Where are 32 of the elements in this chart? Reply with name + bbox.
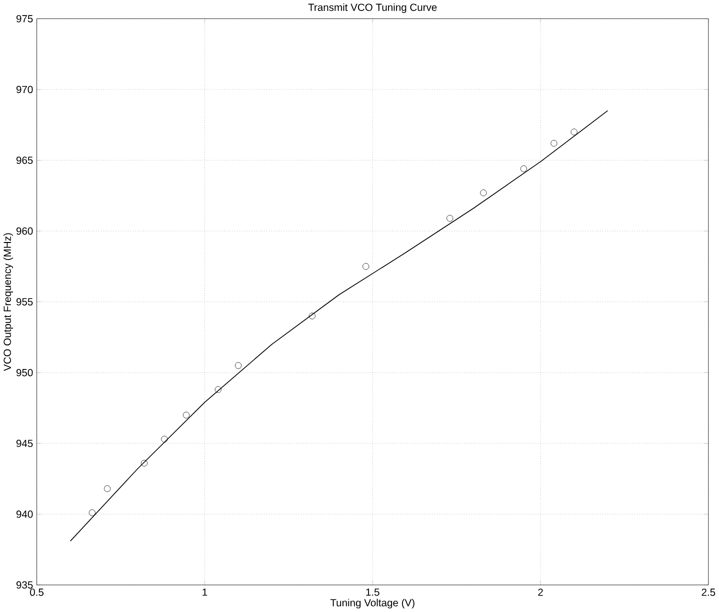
line-series bbox=[70, 110, 608, 542]
point bbox=[140, 460, 148, 467]
point bbox=[480, 190, 487, 196]
y-tick-label: 965 bbox=[16, 156, 33, 164]
point bbox=[520, 166, 528, 172]
y-tick-label: 960 bbox=[16, 227, 33, 235]
x-axis-title: Tuning Voltage (V) bbox=[330, 598, 414, 608]
point bbox=[234, 362, 242, 369]
y-axis-title: VCO Output Frequency (MHz) bbox=[3, 233, 14, 372]
y-tick-label: 950 bbox=[16, 369, 33, 376]
x-tick-label: 1.5 bbox=[366, 588, 380, 596]
point bbox=[214, 386, 222, 393]
y-tick-label: 935 bbox=[16, 581, 33, 589]
point bbox=[104, 485, 111, 492]
x-tick-label: 1 bbox=[202, 588, 208, 596]
point bbox=[570, 128, 578, 136]
point bbox=[88, 510, 96, 516]
y-tick-label: 975 bbox=[16, 15, 33, 22]
x-tick-label: 2.5 bbox=[702, 588, 716, 596]
point bbox=[550, 140, 558, 147]
point bbox=[308, 312, 316, 320]
y-tick-label: 940 bbox=[16, 510, 33, 518]
y-tick-label: 945 bbox=[16, 440, 33, 448]
point bbox=[446, 215, 454, 222]
x-tick-label: 0.5 bbox=[30, 588, 44, 596]
y-tick-label: 970 bbox=[16, 86, 33, 94]
chart-title: Transmit VCO Tuning Curve bbox=[308, 3, 437, 14]
point bbox=[182, 412, 190, 418]
x-tick-label: 2 bbox=[538, 588, 543, 596]
point bbox=[362, 263, 370, 270]
y-tick-label: 955 bbox=[16, 298, 33, 306]
point bbox=[161, 436, 168, 443]
